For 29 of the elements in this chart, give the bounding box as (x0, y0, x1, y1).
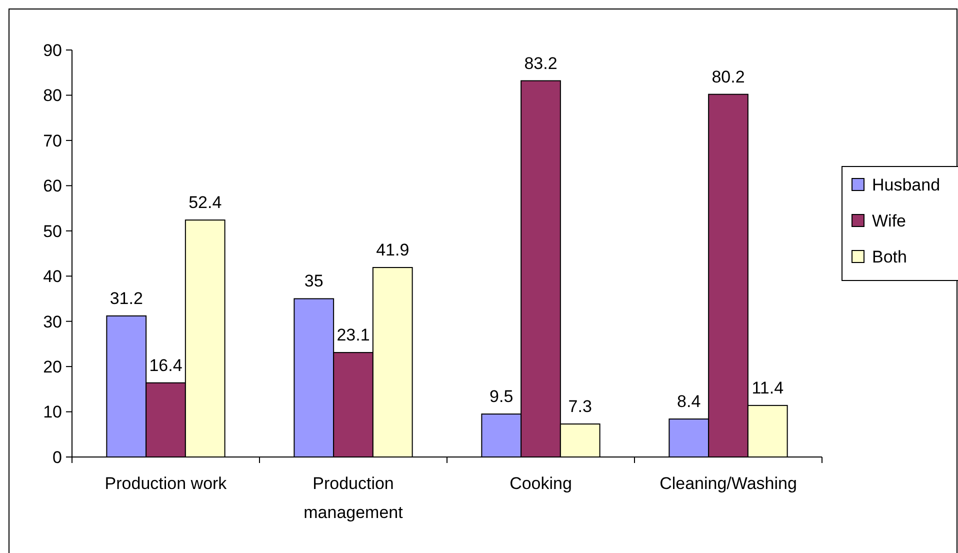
data-label: 35 (304, 272, 324, 291)
legend-label: Wife (872, 212, 906, 230)
y-tick-label: 60 (43, 176, 62, 196)
y-tick-label: 0 (52, 448, 62, 467)
x-tick-label: Cooking (510, 474, 572, 493)
data-label: 9.5 (490, 387, 514, 406)
legend-label: Husband (872, 176, 940, 194)
data-label: 8.4 (677, 392, 701, 412)
y-tick-label: 20 (43, 358, 62, 377)
y-tick-label: 80 (43, 86, 62, 106)
data-label: 83.2 (524, 54, 558, 73)
y-tick-label: 40 (43, 267, 62, 286)
data-label: 11.4 (752, 378, 784, 398)
data-label: 7.3 (568, 396, 592, 416)
legend-label: Both (872, 248, 907, 266)
data-label: 23.1 (336, 326, 370, 345)
y-tick-label: 90 (43, 40, 62, 60)
data-label: 31.2 (110, 288, 143, 308)
x-tick-label: Production management (304, 474, 404, 522)
y-tick-label: 70 (43, 131, 62, 150)
data-label: 16.4 (149, 356, 182, 375)
y-tick-label: 50 (43, 222, 62, 241)
data-label: 52.4 (188, 193, 222, 212)
y-tick-label: 30 (43, 312, 62, 332)
y-tick-label: 10 (43, 402, 62, 422)
data-label: 41.9 (376, 240, 410, 260)
data-label: 80.2 (712, 67, 745, 86)
x-tick-label: Production work (104, 474, 228, 493)
x-tick-label: Cleaning/Washing (660, 474, 797, 493)
